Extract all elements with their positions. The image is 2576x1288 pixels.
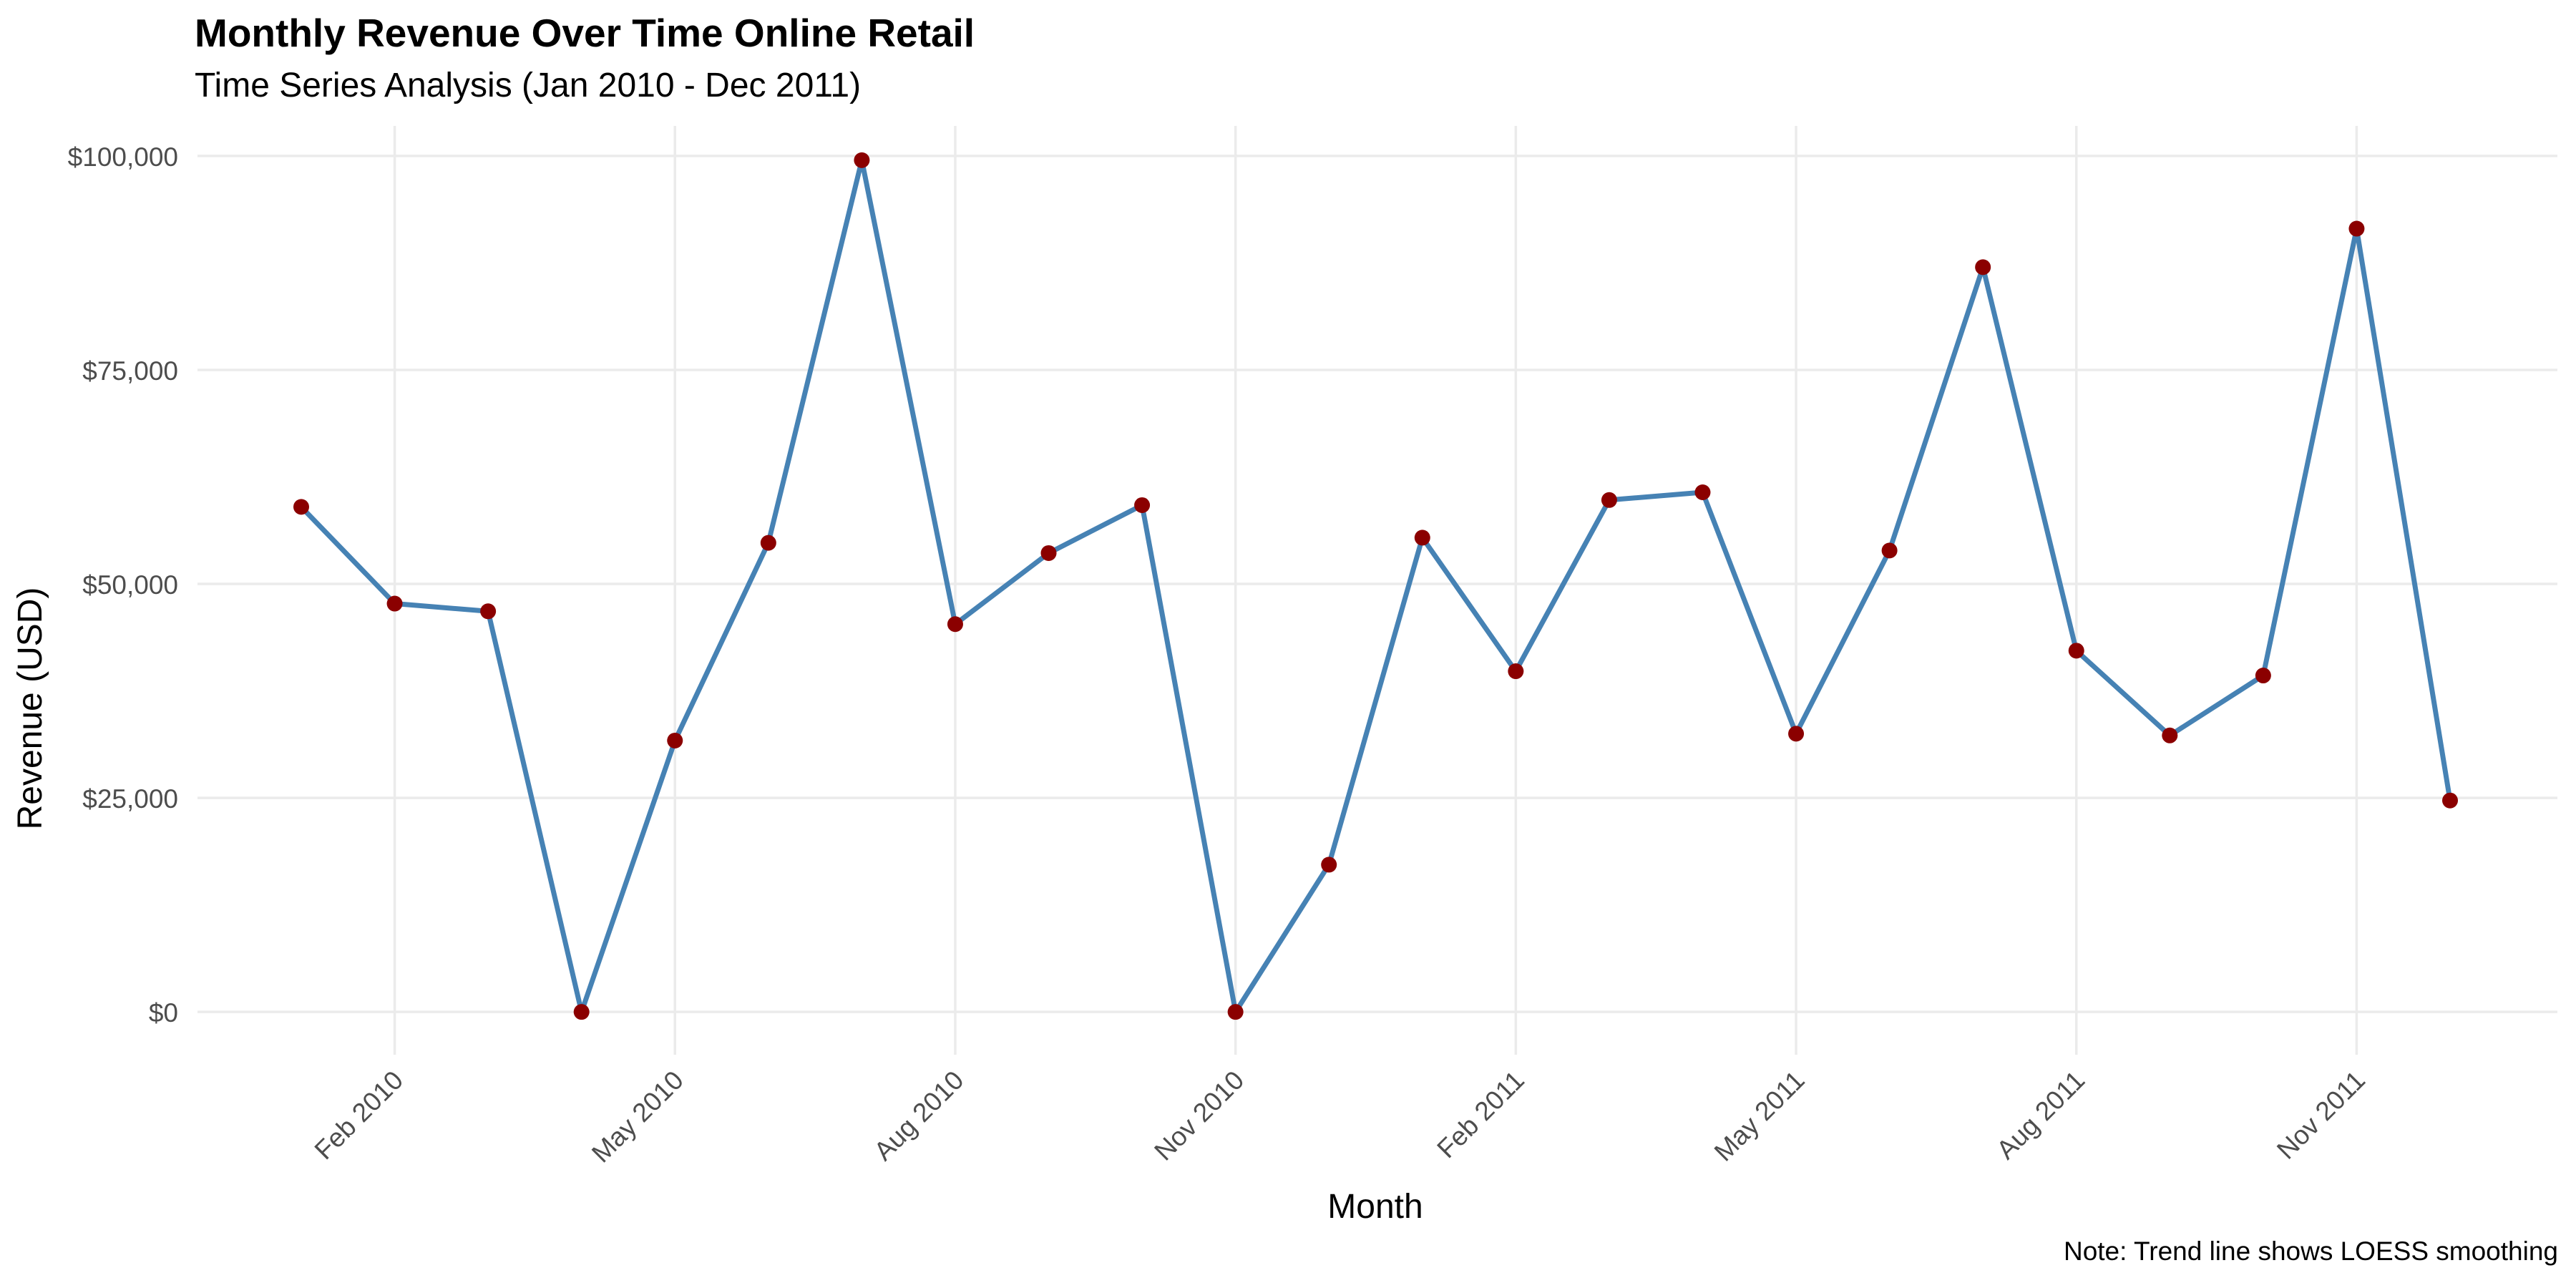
data-point [947,616,963,633]
x-axis-title: Month [1327,1188,1423,1226]
data-point [573,1004,590,1020]
data-point [386,595,403,612]
y-axis-ticks: $0 $25,000 $50,000 $75,000 $100,000 [68,142,178,1028]
data-point [760,535,776,551]
x-tick-label: Nov 2011 [2271,1065,2371,1165]
series-points [293,152,2458,1020]
y-axis-title: Revenue (USD) [11,587,49,830]
x-tick-label: May 2010 [586,1065,689,1169]
data-point [2162,727,2178,743]
data-point [667,732,683,748]
chart-caption: Note: Trend line shows LOESS smoothing [2063,1236,2558,1266]
data-point [1788,726,1805,742]
y-tick-label: $25,000 [82,784,178,814]
data-point [1881,542,1898,559]
y-tick-label: $100,000 [68,142,178,172]
y-tick-label: $50,000 [82,570,178,600]
x-tick-label: May 2011 [1709,1065,1810,1167]
data-point [1414,530,1430,546]
data-point [1040,545,1057,561]
data-point [2068,643,2084,659]
chart-title: Monthly Revenue Over Time Online Retail [195,11,975,55]
y-tick-label: $75,000 [82,356,178,386]
data-point [293,499,309,515]
chart-subtitle: Time Series Analysis (Jan 2010 - Dec 201… [195,67,862,104]
data-point [2348,220,2365,237]
data-point [1975,259,1991,275]
x-tick-label: Aug 2010 [869,1065,970,1166]
x-tick-label: Aug 2011 [1991,1065,2090,1165]
data-point [1134,497,1151,513]
x-axis-ticks: Feb 2010 May 2010 Aug 2010 Nov 2010 Feb 2011… [309,1065,2371,1169]
data-point [1227,1004,1244,1020]
data-point [854,152,870,168]
data-point [2442,792,2458,809]
series-line [298,157,2453,1015]
x-tick-label: Feb 2011 [1431,1065,1530,1164]
data-point [1694,484,1711,501]
data-point [1601,492,1617,508]
grid [197,126,2557,1055]
data-point [2255,668,2271,684]
x-tick-label: Feb 2010 [309,1065,409,1166]
series-line-layer [298,157,2453,1015]
y-tick-label: $0 [149,998,178,1028]
data-point [1321,857,1337,873]
data-point [480,603,497,620]
data-point [1508,663,1524,680]
x-tick-label: Nov 2010 [1148,1065,1249,1166]
